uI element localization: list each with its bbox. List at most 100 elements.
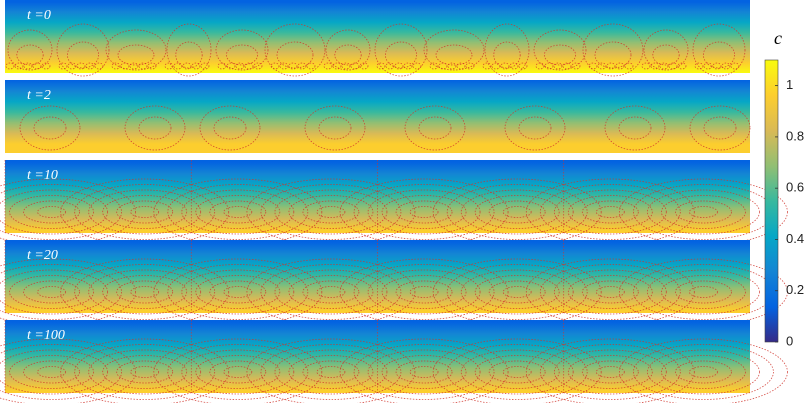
contour xyxy=(88,269,202,315)
contour xyxy=(334,44,362,66)
contour xyxy=(404,105,466,151)
contour xyxy=(571,62,581,70)
contour xyxy=(353,344,495,400)
contour xyxy=(633,344,774,400)
contour xyxy=(418,116,452,140)
field-panel xyxy=(5,80,750,153)
contour xyxy=(539,264,681,320)
contour xyxy=(539,184,681,240)
contour xyxy=(306,62,316,70)
contour xyxy=(260,344,402,400)
contour xyxy=(0,264,122,320)
contour xyxy=(173,62,183,70)
contour xyxy=(332,62,342,70)
contour xyxy=(288,275,374,309)
contour xyxy=(164,62,174,70)
contour xyxy=(0,338,136,403)
colorbar-label: c xyxy=(774,28,782,48)
contour xyxy=(181,189,295,235)
contour xyxy=(539,344,681,400)
contour xyxy=(318,116,352,140)
contour xyxy=(74,264,216,320)
contour xyxy=(223,206,253,218)
panel-label: t =0 xyxy=(27,8,51,23)
contour xyxy=(395,280,453,304)
contour xyxy=(385,62,395,70)
contour xyxy=(553,189,667,235)
contour xyxy=(325,29,371,71)
contour xyxy=(567,355,653,389)
contour xyxy=(359,62,369,70)
contour xyxy=(200,62,210,70)
contour xyxy=(606,62,616,70)
contour xyxy=(581,360,639,384)
colorbar-tick-label: 0 xyxy=(786,333,793,348)
contour xyxy=(167,344,309,400)
contour xyxy=(23,360,80,384)
contour xyxy=(438,62,448,70)
contour xyxy=(67,41,100,69)
contour xyxy=(14,62,24,70)
contour xyxy=(730,62,740,70)
contour xyxy=(102,275,188,309)
contour xyxy=(88,349,202,395)
contour xyxy=(484,23,530,77)
contour xyxy=(395,200,453,224)
contour xyxy=(618,116,652,140)
contour xyxy=(721,62,731,70)
contour xyxy=(102,195,188,229)
contour xyxy=(533,29,587,71)
contour xyxy=(460,269,574,315)
contour xyxy=(677,62,687,70)
panel-label: t =100 xyxy=(27,328,65,343)
contour xyxy=(147,62,157,70)
contour xyxy=(209,200,267,224)
contour xyxy=(661,275,746,309)
contour xyxy=(456,62,466,70)
contour xyxy=(350,62,360,70)
contour xyxy=(703,116,737,140)
contour xyxy=(23,62,33,70)
contour xyxy=(619,338,788,403)
contour xyxy=(117,44,155,66)
contour xyxy=(641,62,651,70)
colorbar-tick-label: 0.4 xyxy=(786,231,804,246)
contour xyxy=(689,105,751,151)
contour xyxy=(153,338,323,403)
contour xyxy=(381,275,467,309)
contour xyxy=(316,366,346,378)
contour xyxy=(0,349,108,395)
contour xyxy=(594,41,632,69)
contour xyxy=(595,206,625,218)
contour xyxy=(367,189,481,235)
contour xyxy=(217,62,227,70)
contour xyxy=(260,264,402,320)
contour xyxy=(166,23,212,77)
contour xyxy=(276,41,314,69)
contour xyxy=(650,62,660,70)
contour xyxy=(302,200,360,224)
contour xyxy=(493,41,521,69)
contour xyxy=(518,116,552,140)
contour xyxy=(37,206,66,218)
contour xyxy=(341,62,351,70)
contour xyxy=(500,62,510,70)
contour xyxy=(302,280,360,304)
contour xyxy=(195,275,281,309)
panel xyxy=(0,240,788,326)
contour xyxy=(191,62,201,70)
contour xyxy=(689,366,718,378)
contour xyxy=(412,62,422,70)
colorbar xyxy=(764,59,779,343)
contour xyxy=(712,62,722,70)
contour xyxy=(675,200,732,224)
contour xyxy=(116,280,174,304)
contour xyxy=(668,62,678,70)
contour xyxy=(446,344,588,400)
contour xyxy=(246,338,416,403)
contour xyxy=(624,62,634,70)
contour xyxy=(595,366,625,378)
contour xyxy=(502,286,532,298)
contour xyxy=(381,355,467,389)
contour xyxy=(474,195,560,229)
